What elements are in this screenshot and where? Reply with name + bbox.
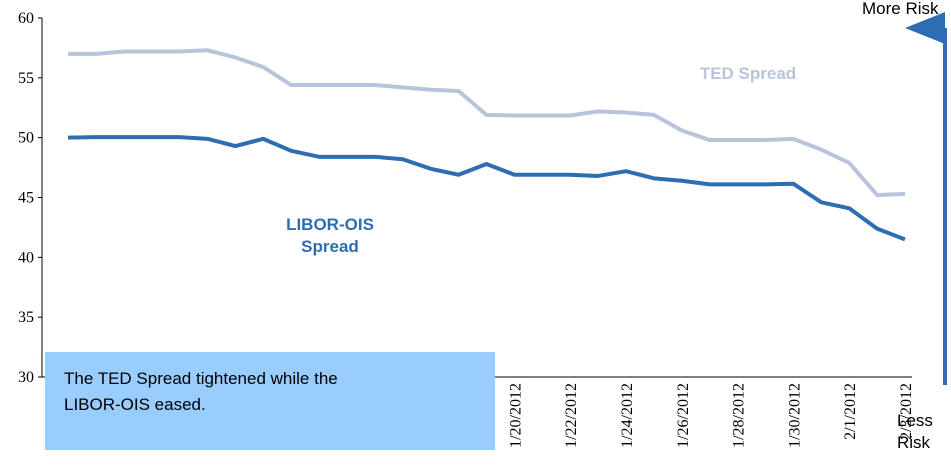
series-line	[68, 48, 906, 198]
series-label: LIBOR-OIS	[286, 215, 374, 234]
y-tick-label: 35	[18, 309, 34, 326]
series-label: Spread	[301, 237, 359, 256]
y-tick-label: 30	[18, 369, 34, 386]
x-tick-label: 1/24/2012	[619, 383, 636, 448]
x-tick-label: 1/28/2012	[731, 383, 748, 448]
less-risk: Risk	[897, 433, 931, 452]
x-tick-label: 1/26/2012	[675, 383, 692, 448]
y-tick-label: 45	[18, 190, 34, 207]
x-tick-label: 2/1/2012	[842, 383, 859, 440]
less-risk: Less	[897, 411, 933, 430]
y-tick-label: 55	[18, 70, 34, 87]
more-risk: More Risk	[862, 0, 939, 18]
x-tick-label: 1/20/2012	[507, 383, 524, 448]
y-tick-label: 60	[18, 10, 34, 27]
legend-label: TED Spread	[700, 64, 796, 83]
note-line: LIBOR-OIS eased.	[64, 395, 206, 414]
note-line: The TED Spread tightened while the	[64, 369, 338, 388]
note-box	[45, 352, 495, 450]
y-tick-label: 50	[18, 130, 34, 147]
series-line	[67, 135, 906, 242]
x-tick-label: 2/3/2012	[898, 383, 915, 440]
x-tick-label: 1/30/2012	[786, 383, 803, 448]
x-tick-label: 1/22/2012	[563, 383, 580, 448]
y-tick-label: 40	[18, 249, 34, 266]
